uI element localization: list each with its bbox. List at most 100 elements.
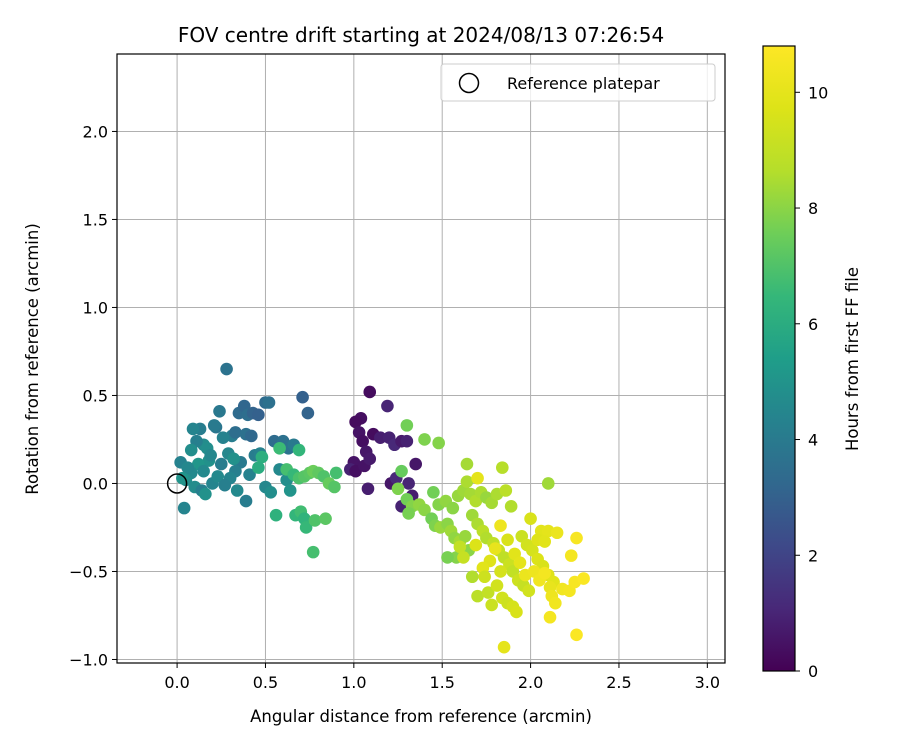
data-point <box>550 526 564 540</box>
data-point <box>181 461 194 474</box>
data-point <box>427 485 440 499</box>
colorbar-tick-label: 2 <box>808 546 818 565</box>
data-point <box>453 540 467 554</box>
data-point <box>469 538 483 552</box>
y-tick-label: 2.0 <box>83 122 108 141</box>
data-point <box>308 514 322 527</box>
y-tick-label: −1.0 <box>69 650 108 669</box>
data-point <box>458 529 472 543</box>
data-point <box>391 482 405 496</box>
data-point <box>227 452 240 466</box>
data-point <box>541 477 555 490</box>
colorbar-ticks: 0 2 4 6 8 10 <box>795 83 828 681</box>
y-tick-label: −0.5 <box>69 562 108 581</box>
data-point <box>220 362 233 376</box>
data-point <box>432 436 445 450</box>
data-point <box>301 406 315 420</box>
data-point <box>216 431 230 445</box>
data-point <box>570 531 583 545</box>
x-tick-label: 2.0 <box>518 673 543 692</box>
data-point <box>273 441 286 455</box>
data-point <box>361 482 375 496</box>
legend: Reference platepar <box>440 63 716 102</box>
data-point <box>513 556 527 569</box>
data-point <box>549 596 562 610</box>
data-point <box>497 640 511 654</box>
legend-box <box>440 63 716 102</box>
data-point <box>292 443 306 457</box>
data-point <box>176 471 189 485</box>
y-tick-label: 1.0 <box>83 298 108 317</box>
data-point <box>471 589 484 603</box>
data-point <box>296 390 309 404</box>
data-point <box>494 565 507 578</box>
legend-marker <box>458 72 480 94</box>
data-point <box>363 452 377 466</box>
x-tick-label: 3.0 <box>695 673 720 692</box>
data-point <box>465 570 479 584</box>
data-point <box>494 519 507 533</box>
data-point <box>329 466 343 480</box>
data-point <box>264 485 278 499</box>
data-point <box>381 399 394 413</box>
data-point <box>402 477 415 490</box>
data-point <box>252 408 265 422</box>
data-point <box>230 484 244 497</box>
colorbar-tick-label: 4 <box>808 431 818 450</box>
data-point <box>570 628 583 642</box>
data-point <box>446 501 460 515</box>
data-point <box>395 464 408 478</box>
x-tick-label: 1.0 <box>341 673 366 692</box>
data-point <box>213 405 226 418</box>
data-point <box>306 545 320 559</box>
colorbar-label: Hours from first FF file <box>843 267 862 451</box>
data-point <box>283 484 297 497</box>
data-points <box>174 362 590 654</box>
data-point <box>538 535 552 548</box>
data-point <box>328 480 341 494</box>
data-point <box>481 586 495 599</box>
y-axis-ticks: −1.0 −0.5 0.0 0.5 1.0 1.5 2.0 <box>69 122 117 669</box>
data-point <box>538 566 552 580</box>
data-point <box>299 521 313 534</box>
data-point <box>319 512 332 525</box>
y-axis-label: Rotation from reference (arcmin) <box>23 223 42 495</box>
data-point <box>218 478 232 492</box>
data-point <box>186 422 200 436</box>
data-point <box>245 429 258 443</box>
x-tick-label: 1.5 <box>429 673 454 692</box>
data-point <box>207 419 221 432</box>
x-axis-ticks: 0.0 0.5 1.0 1.5 2.0 2.5 3.0 <box>164 663 720 692</box>
data-point <box>543 610 557 624</box>
data-point <box>177 501 191 515</box>
data-point <box>488 542 502 555</box>
data-point <box>356 434 369 448</box>
data-point <box>499 484 513 497</box>
data-point <box>402 507 415 520</box>
data-point <box>577 572 590 585</box>
y-tick-label: 1.5 <box>83 210 108 229</box>
data-point <box>496 461 509 474</box>
data-point <box>363 385 377 399</box>
data-point <box>460 475 474 489</box>
data-point <box>255 450 269 464</box>
x-tick-label: 0.0 <box>164 673 189 692</box>
colorbar <box>762 45 796 672</box>
data-point <box>418 433 431 446</box>
data-point <box>471 471 484 485</box>
data-point <box>204 449 217 462</box>
data-point <box>374 431 387 445</box>
data-point <box>504 500 518 513</box>
x-tick-label: 2.5 <box>606 673 631 692</box>
reference-platepar-marker <box>166 473 188 494</box>
grid-lines <box>117 54 725 663</box>
data-point <box>400 419 414 432</box>
data-point <box>349 415 362 429</box>
data-point <box>460 457 474 471</box>
data-point <box>214 457 228 471</box>
data-point <box>564 549 578 562</box>
colorbar-tick-label: 0 <box>808 662 818 681</box>
y-tick-label: 0.0 <box>83 474 108 493</box>
